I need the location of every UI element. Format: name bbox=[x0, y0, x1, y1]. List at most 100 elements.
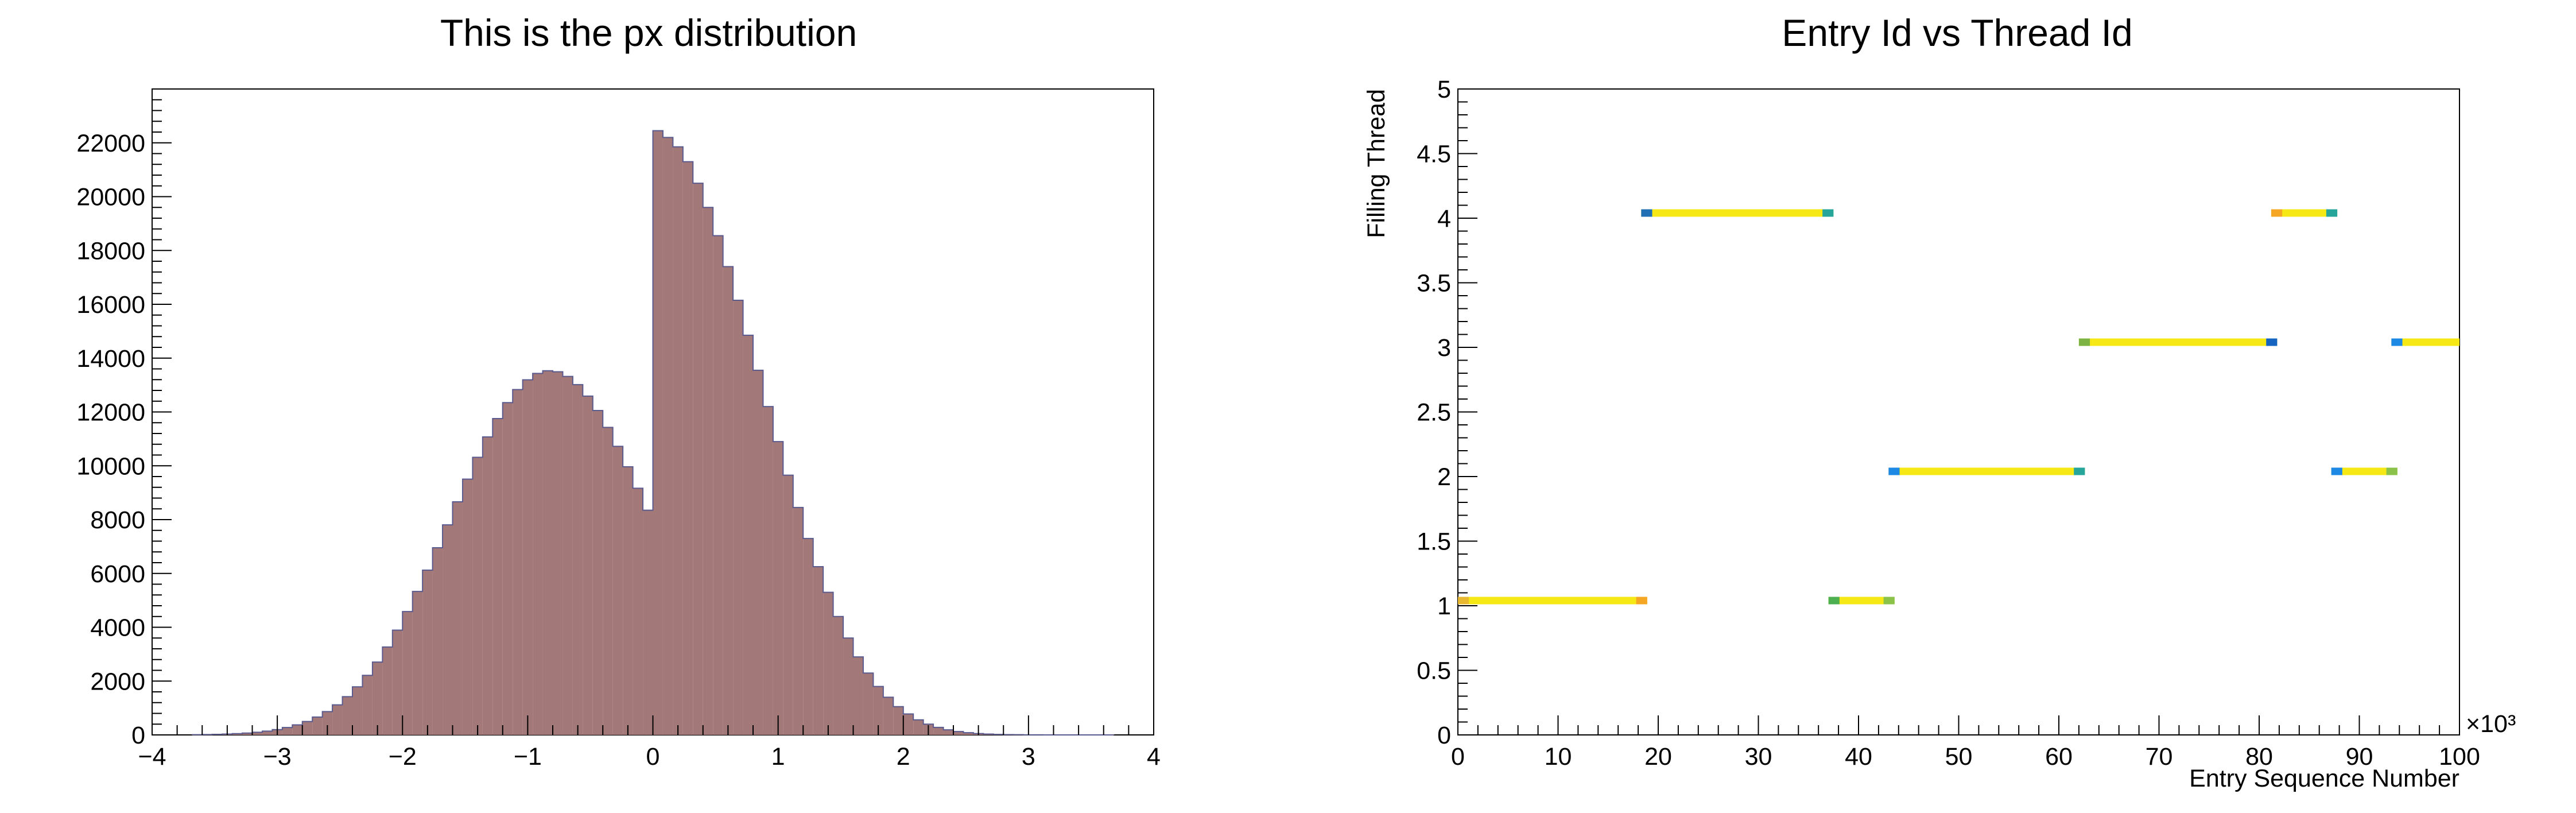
histogram-bar bbox=[513, 389, 523, 735]
histogram-bar bbox=[262, 731, 273, 735]
histogram-bar bbox=[352, 687, 363, 735]
histogram-x-tick-label: −4 bbox=[138, 743, 166, 771]
histogram-x-tick-label: 1 bbox=[771, 743, 785, 771]
histogram-bar bbox=[723, 266, 734, 735]
histogram-bar bbox=[763, 406, 773, 735]
histogram-bar bbox=[432, 548, 443, 735]
histogram-y-axis: 0 2000 4000 6000 8000 10000 12000 14000 16000 180… bbox=[76, 88, 172, 749]
histogram-title: This is the px distribution bbox=[440, 11, 857, 54]
histogram-x-tick-label: 2 bbox=[897, 743, 910, 771]
histogram-x-tick-label: 3 bbox=[1022, 743, 1035, 771]
histogram-bar bbox=[502, 402, 513, 735]
histogram-bar bbox=[232, 733, 243, 735]
histogram-y-tick-label: 18000 bbox=[76, 237, 145, 265]
histogram-bar bbox=[282, 727, 293, 735]
thread-x-tick-label: 60 bbox=[2045, 743, 2073, 771]
histogram-bar bbox=[673, 146, 683, 735]
thread-segment-start-cell bbox=[2078, 338, 2090, 346]
histogram-y-tick-label: 4000 bbox=[90, 614, 145, 642]
thread-segment-end-cell bbox=[2386, 467, 2397, 475]
thread-x-tick-label: 90 bbox=[2346, 743, 2373, 771]
thread-y-tick-label: 5 bbox=[1437, 76, 1451, 103]
thread-segment-start-cell bbox=[1641, 209, 1652, 217]
histogram-x-axis: −4 −3 −2 −1 0 1 2 3 4 bbox=[138, 715, 1161, 771]
thread-x-tick-label: 10 bbox=[1545, 743, 1572, 771]
thread-segment-bar bbox=[1458, 597, 1647, 605]
thread-x-tick-label: 40 bbox=[1845, 743, 1872, 771]
histogram-bar bbox=[362, 675, 373, 735]
histogram-bar bbox=[743, 335, 753, 735]
thread-x-tick-label: 20 bbox=[1644, 743, 1672, 771]
histogram-outline bbox=[191, 130, 1115, 735]
histogram-bar bbox=[553, 371, 563, 735]
histogram-y-tick-label: 0 bbox=[131, 722, 145, 749]
histogram-bar bbox=[733, 300, 743, 735]
histogram-bar bbox=[963, 733, 973, 735]
thread-x-tick-label: 30 bbox=[1745, 743, 1772, 771]
histogram-y-tick-label: 10000 bbox=[76, 452, 145, 480]
histogram-bar bbox=[803, 538, 813, 735]
thread-segment-bar bbox=[1641, 209, 1834, 217]
histogram-bar bbox=[863, 673, 874, 735]
histogram-bar bbox=[372, 662, 383, 735]
histogram-y-tick-label: 8000 bbox=[90, 506, 145, 534]
thread-x-tick-label: 100 bbox=[2439, 743, 2480, 771]
histogram-bar bbox=[873, 686, 883, 735]
thread-segment-bar bbox=[2391, 338, 2459, 346]
histogram-bar bbox=[342, 696, 352, 735]
histogram-bar bbox=[903, 714, 914, 735]
thread-y-tick-label: 0 bbox=[1437, 722, 1451, 749]
thread-frame bbox=[1457, 88, 2460, 735]
thread-y-tick-label: 4 bbox=[1437, 205, 1451, 233]
histogram-bar bbox=[443, 525, 453, 735]
thread-segment-end-cell bbox=[1822, 209, 1834, 217]
histogram-bar bbox=[793, 507, 804, 735]
thread-segments bbox=[1458, 209, 2459, 605]
histogram-bar bbox=[402, 611, 413, 735]
histogram-bar bbox=[643, 510, 653, 735]
histogram-bar bbox=[753, 370, 763, 735]
thread-title: Entry Id vs Thread Id bbox=[1782, 11, 2132, 54]
histogram-bar bbox=[482, 437, 493, 735]
thread-segment-bar bbox=[2078, 338, 2278, 346]
histogram-y-tick-label: 16000 bbox=[76, 291, 145, 319]
histogram-x-tick-label: −3 bbox=[263, 743, 292, 771]
histogram-x-tick-label: 4 bbox=[1147, 743, 1161, 771]
thread-segment-start-cell bbox=[2391, 338, 2403, 346]
histogram-bar bbox=[603, 427, 613, 735]
thread-segment-end-cell bbox=[1883, 597, 1895, 605]
histogram-bar bbox=[472, 457, 483, 735]
histogram-bar bbox=[452, 501, 463, 735]
histogram-bar bbox=[332, 704, 343, 735]
histogram-bar bbox=[492, 419, 503, 735]
thread-x-tick-label: 50 bbox=[1945, 743, 1973, 771]
histogram-bar bbox=[893, 706, 903, 735]
histogram-bar bbox=[713, 235, 723, 735]
histogram-bar bbox=[522, 380, 533, 735]
histogram-y-tick-label: 20000 bbox=[76, 184, 145, 211]
histogram-y-tick-label: 12000 bbox=[76, 399, 145, 427]
histogram-bar bbox=[612, 446, 623, 735]
histogram-bar bbox=[422, 570, 433, 735]
histogram-bar bbox=[633, 488, 643, 735]
thread-y-tick-label: 4.5 bbox=[1417, 141, 1451, 168]
histogram-bar bbox=[382, 646, 393, 735]
thread-segment-start-cell bbox=[1888, 467, 1900, 475]
thread-y-tick-label: 3 bbox=[1437, 334, 1451, 362]
histogram-bar bbox=[833, 616, 844, 735]
thread-x-tick-label: 70 bbox=[2146, 743, 2173, 771]
histogram-bar bbox=[292, 725, 302, 735]
histogram-bar bbox=[813, 567, 824, 735]
histogram-bar bbox=[322, 711, 333, 735]
histogram-bars bbox=[191, 130, 1115, 735]
histogram-bar bbox=[583, 396, 593, 735]
histogram-bar bbox=[242, 733, 253, 735]
histogram-bar bbox=[623, 466, 633, 735]
histogram-bar bbox=[682, 161, 693, 735]
histogram-bar bbox=[462, 479, 473, 735]
histogram-bar bbox=[703, 207, 713, 735]
thread-y-tick-label: 0.5 bbox=[1417, 657, 1451, 685]
thread-segment-start-cell bbox=[2271, 209, 2283, 217]
histogram-y-tick-label: 6000 bbox=[90, 560, 145, 588]
